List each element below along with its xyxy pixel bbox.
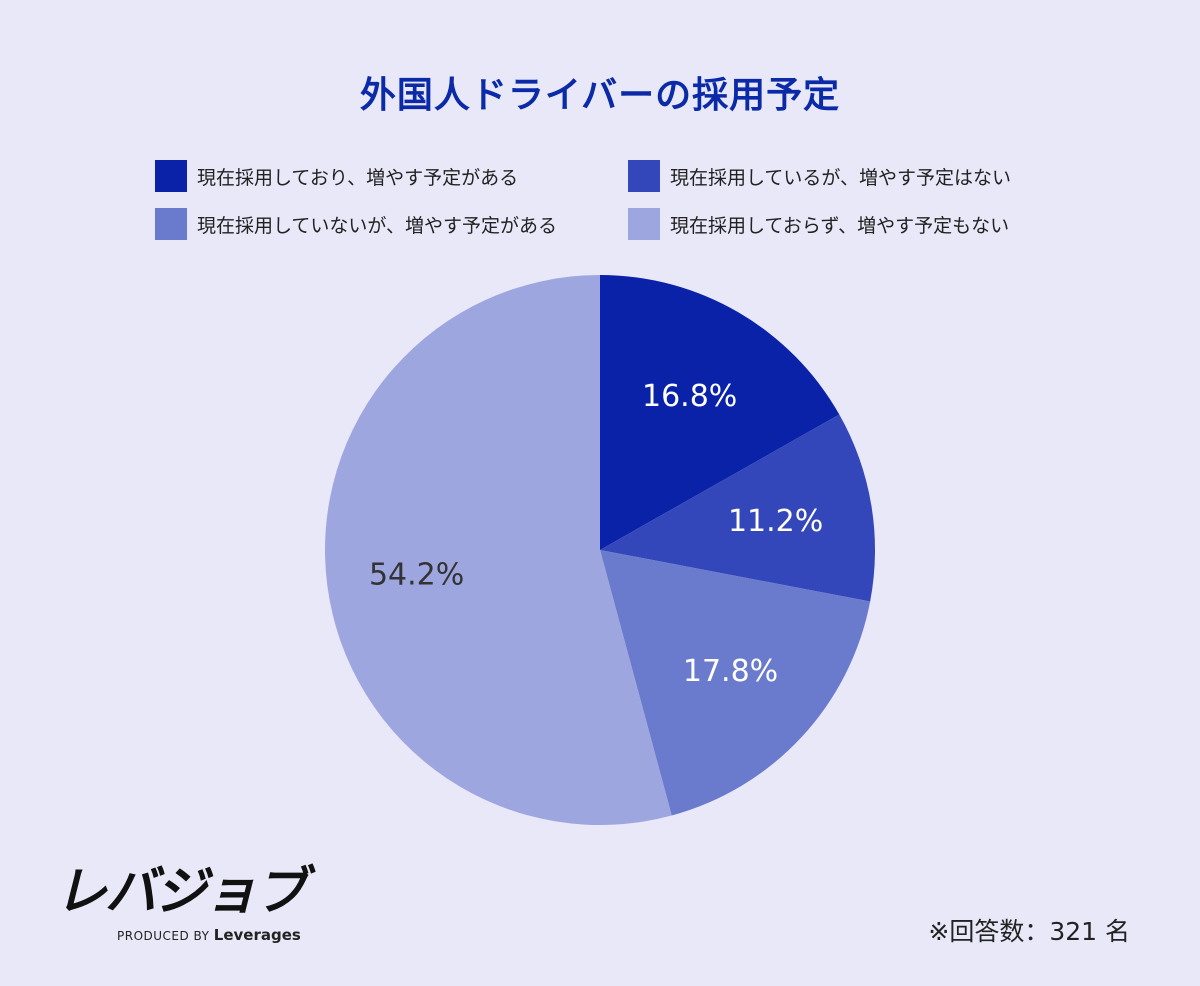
legend-item-1: 現在採用しており、増やす予定がある bbox=[155, 160, 518, 192]
company-name: Leverages bbox=[213, 926, 301, 944]
legend-label-4: 現在採用しておらず、増やす予定もない bbox=[670, 214, 1010, 237]
slice-label-4: 54.2% bbox=[369, 557, 464, 592]
pie-slice-2 bbox=[600, 414, 875, 602]
legend-swatch-1 bbox=[155, 160, 187, 192]
legend-swatch-2 bbox=[628, 160, 660, 192]
brand-logo: レバジョブ PRODUCED BY Leverages bbox=[55, 866, 315, 944]
legend-label-3: 現在採用していないが、増やす予定がある bbox=[197, 214, 558, 237]
legend-swatch-3 bbox=[155, 208, 187, 240]
slice-label-1: 16.8% bbox=[642, 379, 737, 414]
respondent-count-note: ※回答数：321 名 bbox=[928, 917, 1130, 946]
brand-logo-text: レバジョブ bbox=[55, 862, 307, 922]
legend-item-4: 現在採用しておらず、増やす予定もない bbox=[628, 208, 1009, 240]
legend-swatch-4 bbox=[628, 208, 660, 240]
legend-item-2: 現在採用しているが、増やす予定はない bbox=[628, 160, 1011, 192]
brand-produced-by: PRODUCED BY Leverages bbox=[117, 926, 315, 944]
chart-title: 外国人ドライバーの採用予定 bbox=[359, 75, 841, 116]
legend-label-2: 現在採用しているが、増やす予定はない bbox=[670, 166, 1012, 189]
pie-slice-3 bbox=[600, 550, 871, 816]
slice-label-3: 17.8% bbox=[683, 654, 778, 689]
pie-slice-1 bbox=[600, 275, 840, 550]
produced-by-label: PRODUCED BY bbox=[117, 929, 210, 943]
pie-slice-4 bbox=[325, 275, 672, 825]
legend-item-3: 現在採用していないが、増やす予定がある bbox=[155, 208, 557, 240]
legend-label-1: 現在採用しており、増やす予定がある bbox=[197, 166, 519, 189]
slice-label-2: 11.2% bbox=[728, 504, 823, 539]
